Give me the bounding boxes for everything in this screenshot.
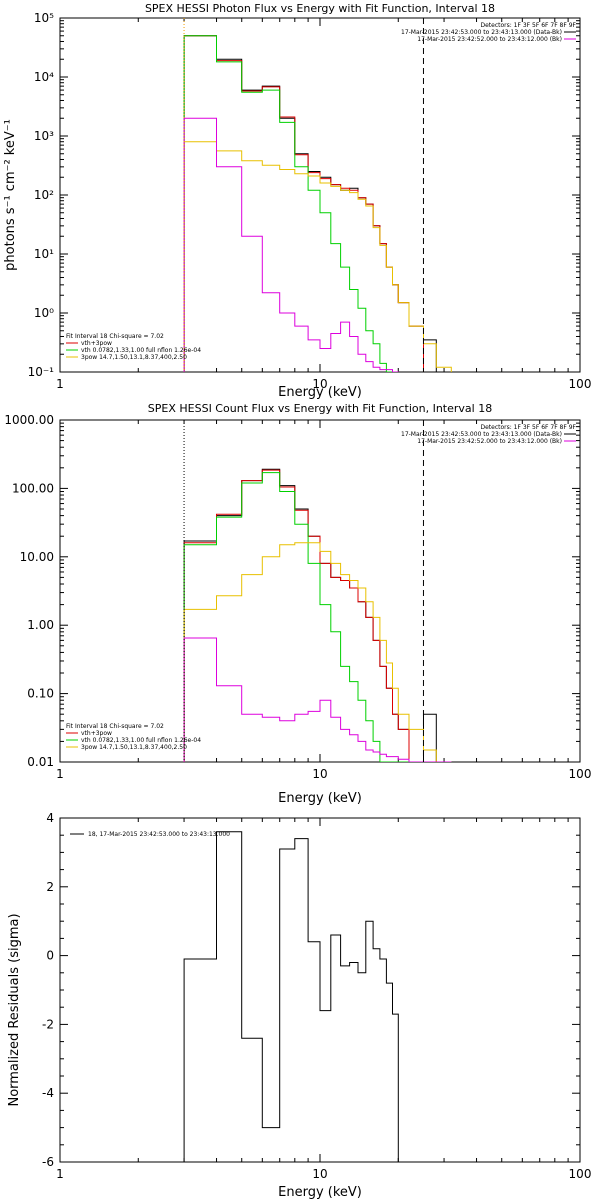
y-tick-label: 10¹ <box>34 247 54 261</box>
legend-right-entry: 17-Mar-2015 23:42:53.000 to 23:43:13.000… <box>401 431 562 438</box>
legend-left-entry: 3pow 14.7,1.50,13.1,8.37,400,2.50 <box>81 354 187 361</box>
y-tick-label: 10.00 <box>20 550 54 564</box>
y-tick-label: -6 <box>42 1155 54 1169</box>
y-tick-label: 2 <box>46 880 54 894</box>
photon-flux-ylabel: photons s⁻¹ cm⁻² keV⁻¹ <box>3 119 18 271</box>
legend-left-entry: vth+3pow <box>81 730 112 737</box>
x-tick-label: 100 <box>569 767 592 781</box>
y-tick-label: 4 <box>46 811 54 825</box>
legend-fit-header: Fit Interval 18 Chi-square = 7.02 <box>66 333 164 340</box>
series-line-3 <box>183 542 452 762</box>
photon-flux-title: SPEX HESSI Photon Flux vs Energy with Fi… <box>145 2 495 15</box>
y-tick-label: 10² <box>34 188 54 202</box>
series-group <box>183 468 452 762</box>
legend-right-entry: 17-Mar-2015 23:42:52.000 to 23:43:12.000… <box>417 438 562 445</box>
y-tick-label: 0.10 <box>27 687 54 701</box>
legend-detectors: Detectors: 1F 3F 5F 6F 7F 8F 9F <box>480 22 576 29</box>
y-tick-label: 10⁰ <box>34 306 54 320</box>
series-line-2 <box>183 472 452 762</box>
legend-detectors: Detectors: 1F 3F 5F 6F 7F 8F 9F <box>480 424 576 431</box>
y-tick-label: 0 <box>46 949 54 963</box>
series-line-1 <box>183 35 452 372</box>
legend-left-entry: vth+3pow <box>81 340 112 347</box>
series-line-0 <box>183 35 452 372</box>
x-tick-label: 1 <box>56 1167 64 1181</box>
x-tick-label: 10 <box>312 1167 327 1181</box>
y-tick-label: -4 <box>42 1086 54 1100</box>
residuals-panel: Energy (keV) Normalized Residuals (sigma… <box>7 811 591 1200</box>
residuals-xlabel: Energy (keV) <box>278 1185 362 1200</box>
legend-right-entry: 17-Mar-2015 23:42:52.000 to 23:43:12.000… <box>417 36 562 43</box>
y-tick-label: 10⁵ <box>34 11 54 25</box>
y-tick-label: 1000.00 <box>4 413 54 427</box>
series-line-1 <box>183 469 452 762</box>
x-tick-label: 10 <box>312 767 327 781</box>
series-line-2 <box>183 35 452 372</box>
photon-flux-xlabel: Energy (keV) <box>278 385 362 400</box>
y-tick-label: 10⁴ <box>34 70 54 84</box>
legend-fit-header: Fit Interval 18 Chi-square = 7.02 <box>66 723 164 730</box>
series-line-4 <box>183 117 452 372</box>
x-tick-label: 1 <box>56 767 64 781</box>
count-flux-panel: SPEX HESSI Count Flux vs Energy with Fit… <box>4 402 591 806</box>
y-tick-label: 1.00 <box>27 618 54 632</box>
series-group <box>183 831 424 1162</box>
legend-left-entry: 18, 17-Mar-2015 23:42:53.000 to 23:43:13… <box>88 831 230 838</box>
series-line-3 <box>183 141 452 372</box>
residuals-ylabel: Normalized Residuals (sigma) <box>7 913 22 1106</box>
count-flux-xlabel: Energy (keV) <box>278 791 362 806</box>
series-line-0 <box>183 468 452 762</box>
x-tick-label: 10 <box>312 377 327 391</box>
y-tick-label: 100.00 <box>12 481 54 495</box>
series-line-4 <box>183 637 452 762</box>
count-flux-title: SPEX HESSI Count Flux vs Energy with Fit… <box>148 402 492 415</box>
legend-left-entry: vth 0.0782,1.33,1.00 full nflon 1.26e-04 <box>81 737 201 744</box>
photon-flux-panel: SPEX HESSI Photon Flux vs Energy with Fi… <box>3 2 592 400</box>
legend-left-entry: vth 0.0782,1.33,1.00 full nflon 1.26e-04 <box>81 347 201 354</box>
legend-left-entry: 3pow 14.7,1.50,13.1,8.37,400,2.50 <box>81 744 187 751</box>
x-tick-label: 100 <box>569 1167 592 1181</box>
y-tick-label: -2 <box>42 1017 54 1031</box>
series-line-0 <box>183 831 424 1162</box>
x-tick-label: 100 <box>569 377 592 391</box>
legend-right-entry: 17-Mar-2015 23:42:53.000 to 23:43:13.000… <box>401 29 562 36</box>
x-tick-label: 1 <box>56 377 64 391</box>
y-tick-label: 10⁻¹ <box>28 365 55 379</box>
series-group <box>183 35 452 372</box>
y-tick-label: 10³ <box>34 129 54 143</box>
y-tick-label: 0.01 <box>27 755 54 769</box>
